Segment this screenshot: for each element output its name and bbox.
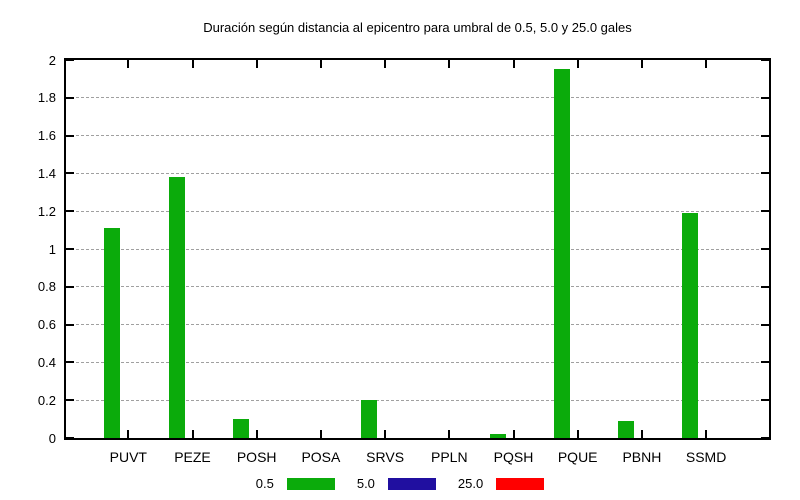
legend-entry: 5.0 (357, 476, 436, 492)
y-axis-tick (66, 172, 74, 175)
x-tick-label: PPLN (431, 449, 468, 465)
y-tick-label: 0.6 (37, 317, 56, 333)
y-axis-tick (66, 134, 74, 137)
x-axis-tick (512, 430, 515, 438)
y-gridline (66, 324, 769, 326)
legend-entry: 0.5 (256, 476, 335, 492)
x-axis-tick (255, 430, 258, 438)
y-tick-label: 0.2 (37, 392, 56, 408)
x-axis-tick (576, 60, 579, 68)
y-axis-tick (66, 399, 74, 402)
x-axis-tick (191, 430, 194, 438)
bar-0.5-PUVT (104, 228, 121, 438)
y-axis-tick (761, 96, 769, 99)
x-axis-tick (127, 430, 130, 438)
y-axis-tick (66, 59, 74, 61)
x-tick-label: PQSH (493, 449, 534, 465)
bar-0.5-POSH (232, 419, 249, 438)
y-axis-tick (761, 437, 769, 439)
y-tick-label: 1.6 (37, 128, 56, 144)
y-axis-tick (761, 59, 769, 61)
plot-area (64, 58, 771, 440)
x-axis-tick (448, 60, 451, 68)
y-tick-label: 0.8 (37, 279, 56, 295)
x-axis-tick (640, 60, 643, 68)
legend-label: 0.5 (255, 476, 274, 491)
bar-0.5-SSMD (682, 213, 699, 438)
y-gridline (66, 210, 769, 212)
legend-swatch-0.5 (286, 478, 335, 490)
y-axis-tick (761, 285, 769, 288)
bar-0.5-PBNH (617, 421, 634, 438)
x-tick-label: POSA (301, 449, 341, 465)
y-gridline (66, 286, 769, 288)
x-axis-tick (319, 60, 322, 68)
y-tick-label: 0.4 (37, 354, 56, 370)
legend-swatch-5.0 (387, 478, 436, 490)
y-gridline (66, 248, 769, 250)
y-axis-tick (66, 96, 74, 99)
bar-0.5-PQSH (489, 434, 506, 438)
y-axis-tick (66, 437, 74, 439)
x-axis-tick (705, 430, 708, 438)
y-axis-tick (66, 210, 74, 213)
y-tick-label: 2 (48, 52, 56, 68)
x-axis-tick (512, 60, 515, 68)
y-gridline (66, 135, 769, 137)
bar-0.5-PQUE (553, 69, 570, 438)
x-tick-label: PUVT (109, 449, 147, 465)
x-tick-label: PBNH (622, 449, 662, 465)
y-tick-label: 0 (48, 430, 56, 446)
x-axis-tick (127, 60, 130, 68)
y-tick-label: 1.8 (37, 90, 56, 106)
legend: 0.5 5.0 25.0 (0, 476, 800, 492)
bar-0.5-PEZE (168, 177, 185, 438)
y-gridline (66, 399, 769, 401)
legend-entry: 25.0 (457, 476, 545, 492)
y-gridline (66, 361, 769, 363)
x-tick-label: SSMD (685, 449, 727, 465)
y-axis-tick (66, 323, 74, 326)
x-tick-label: PEZE (174, 449, 211, 465)
x-axis-tick (640, 430, 643, 438)
legend-label: 25.0 (457, 476, 484, 491)
y-gridline (66, 172, 769, 174)
y-axis-tick (761, 361, 769, 364)
bar-0.5-SRVS (361, 400, 378, 438)
y-axis-tick (761, 134, 769, 137)
y-axis-tick (66, 361, 74, 364)
y-tick-label: 1.2 (37, 203, 56, 219)
y-axis-tick (761, 323, 769, 326)
x-axis-tick (255, 60, 258, 68)
y-tick-label: 1 (48, 241, 56, 257)
y-axis-tick (761, 172, 769, 175)
x-axis-tick (705, 60, 708, 68)
x-axis-tick (576, 430, 579, 438)
legend-swatch-25.0 (496, 478, 545, 490)
chart-title: Duración según distancia al epicentro pa… (203, 20, 632, 35)
legend-label: 5.0 (356, 476, 375, 491)
y-axis-tick (761, 399, 769, 402)
y-tick-label: 1.4 (37, 165, 56, 181)
x-tick-label: PQUE (557, 449, 598, 465)
x-axis-tick (319, 430, 322, 438)
x-axis-tick (384, 60, 387, 68)
x-axis-tick (384, 430, 387, 438)
x-tick-label: SRVS (366, 449, 405, 465)
x-axis-tick (191, 60, 194, 68)
x-axis-tick (448, 430, 451, 438)
x-tick-label: POSH (236, 449, 277, 465)
y-axis-tick (761, 248, 769, 250)
y-axis-tick (66, 285, 74, 288)
y-gridline (66, 97, 769, 99)
y-axis-tick (761, 210, 769, 213)
y-axis-tick (66, 248, 74, 250)
